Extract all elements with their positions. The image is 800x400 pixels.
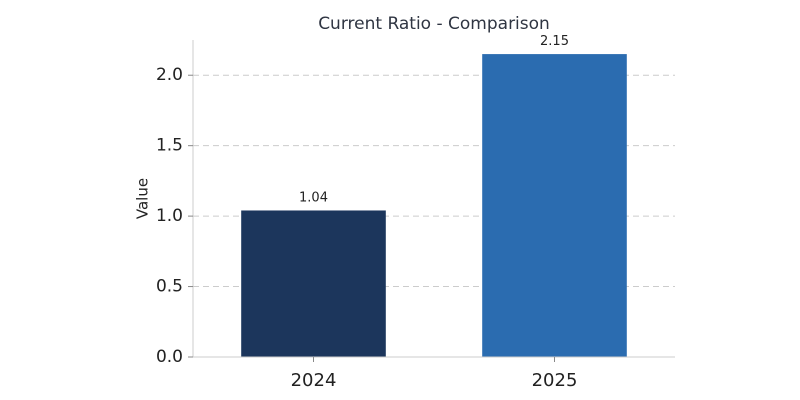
y-tick-label-3: 1.5 [156,136,183,156]
bars [241,54,627,357]
data-label-2024: 1.04 [299,190,328,205]
x-tick-label-2025: 2025 [532,370,578,391]
x-axis-ticks: 2024 2025 [291,357,578,391]
x-tick-label-2024: 2024 [291,370,337,391]
y-tick-label-4: 2.0 [156,65,183,85]
bar-2024 [241,210,386,357]
y-tick-label-0: 0.0 [156,347,183,367]
y-tick-label-1: 0.5 [156,277,183,297]
y-axis-label: Value [134,178,152,219]
chart-title: Current Ratio - Comparison [318,14,550,34]
data-labels: 1.04 2.15 [299,34,569,205]
axes [192,40,675,358]
y-tick-label-2: 1.0 [156,206,183,226]
y-axis-ticks: 0.0 0.5 1.0 1.5 2.0 [156,65,193,367]
bar-2025 [482,54,627,357]
data-label-2025: 2.15 [540,34,569,49]
